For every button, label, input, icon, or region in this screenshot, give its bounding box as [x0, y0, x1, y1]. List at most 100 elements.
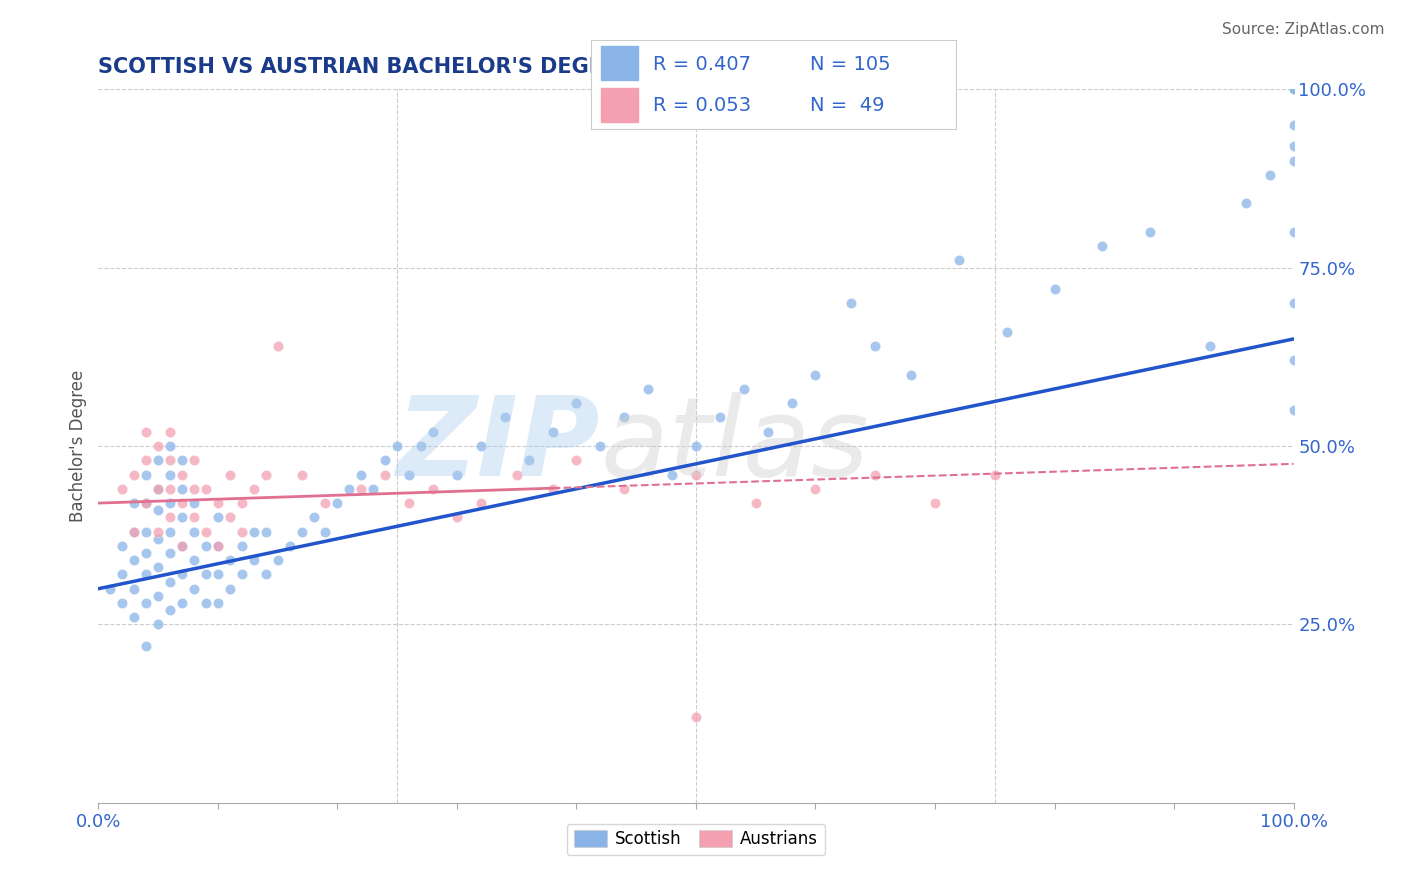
Point: [172, 510, 194, 524]
Point: [231, 524, 253, 539]
Point: [565, 396, 588, 410]
Point: [865, 339, 887, 353]
Point: [1258, 168, 1281, 182]
Point: [350, 467, 373, 482]
Point: [804, 368, 827, 382]
Point: [135, 546, 157, 560]
Point: [148, 617, 170, 632]
Point: [195, 524, 218, 539]
Point: [1282, 82, 1305, 96]
Point: [207, 596, 229, 610]
Point: [172, 567, 194, 582]
Point: [398, 496, 420, 510]
Point: [195, 539, 218, 553]
Point: [267, 339, 290, 353]
Point: [159, 453, 181, 467]
Point: [148, 503, 170, 517]
Point: [363, 482, 385, 496]
Point: [291, 467, 314, 482]
Point: [135, 596, 157, 610]
Point: [350, 482, 373, 496]
Point: [124, 610, 146, 624]
Point: [1139, 225, 1161, 239]
Point: [135, 496, 157, 510]
Point: [135, 496, 157, 510]
Point: [148, 589, 170, 603]
Point: [1282, 225, 1305, 239]
Point: [1091, 239, 1114, 253]
Point: [984, 467, 1007, 482]
Point: [865, 467, 887, 482]
Point: [172, 467, 194, 482]
Point: [254, 467, 277, 482]
Point: [1282, 403, 1305, 417]
Point: [135, 453, 157, 467]
Point: [446, 467, 468, 482]
Point: [219, 467, 242, 482]
Point: [339, 482, 361, 496]
Point: [135, 467, 157, 482]
Point: [733, 382, 755, 396]
Point: [172, 539, 194, 553]
Point: [422, 425, 444, 439]
Point: [243, 482, 266, 496]
Point: [159, 425, 181, 439]
Point: [159, 603, 181, 617]
Point: [111, 539, 134, 553]
Point: [183, 553, 205, 567]
Point: [709, 410, 731, 425]
Y-axis label: Bachelor's Degree: Bachelor's Degree: [69, 370, 87, 522]
Point: [243, 524, 266, 539]
Point: [385, 439, 409, 453]
Text: Source: ZipAtlas.com: Source: ZipAtlas.com: [1222, 22, 1385, 37]
Point: [470, 496, 492, 510]
Point: [135, 524, 157, 539]
Point: [267, 553, 290, 567]
Point: [172, 596, 194, 610]
Point: [111, 482, 134, 496]
Point: [124, 524, 146, 539]
Point: [517, 453, 540, 467]
Text: SCOTTISH VS AUSTRIAN BACHELOR'S DEGREE CORRELATION CHART: SCOTTISH VS AUSTRIAN BACHELOR'S DEGREE C…: [98, 56, 890, 77]
Point: [183, 482, 205, 496]
Point: [685, 439, 707, 453]
Bar: [602, 88, 638, 122]
Point: [446, 510, 468, 524]
Point: [254, 567, 277, 582]
Point: [219, 553, 242, 567]
Point: [207, 496, 229, 510]
Point: [124, 524, 146, 539]
Point: [506, 467, 529, 482]
Point: [98, 582, 122, 596]
Point: [111, 567, 134, 582]
Point: [1043, 282, 1066, 296]
Point: [159, 510, 181, 524]
Point: [291, 524, 314, 539]
Point: [207, 539, 229, 553]
Point: [111, 596, 134, 610]
Point: [374, 453, 396, 467]
Point: [207, 567, 229, 582]
Point: [1282, 296, 1305, 310]
Point: [219, 510, 242, 524]
Point: [195, 567, 218, 582]
Point: [1234, 196, 1257, 211]
Point: [411, 439, 433, 453]
Text: R = 0.407: R = 0.407: [652, 54, 751, 74]
Point: [172, 453, 194, 467]
Point: [589, 439, 612, 453]
Point: [148, 453, 170, 467]
Point: [1199, 339, 1222, 353]
Point: [135, 425, 157, 439]
Point: [315, 524, 337, 539]
Point: [780, 396, 803, 410]
Point: [148, 524, 170, 539]
Point: [745, 496, 768, 510]
Point: [183, 582, 205, 596]
Point: [159, 467, 181, 482]
Point: [231, 539, 253, 553]
Point: [398, 467, 420, 482]
Point: [135, 567, 157, 582]
Point: [148, 439, 170, 453]
Point: [1282, 153, 1305, 168]
